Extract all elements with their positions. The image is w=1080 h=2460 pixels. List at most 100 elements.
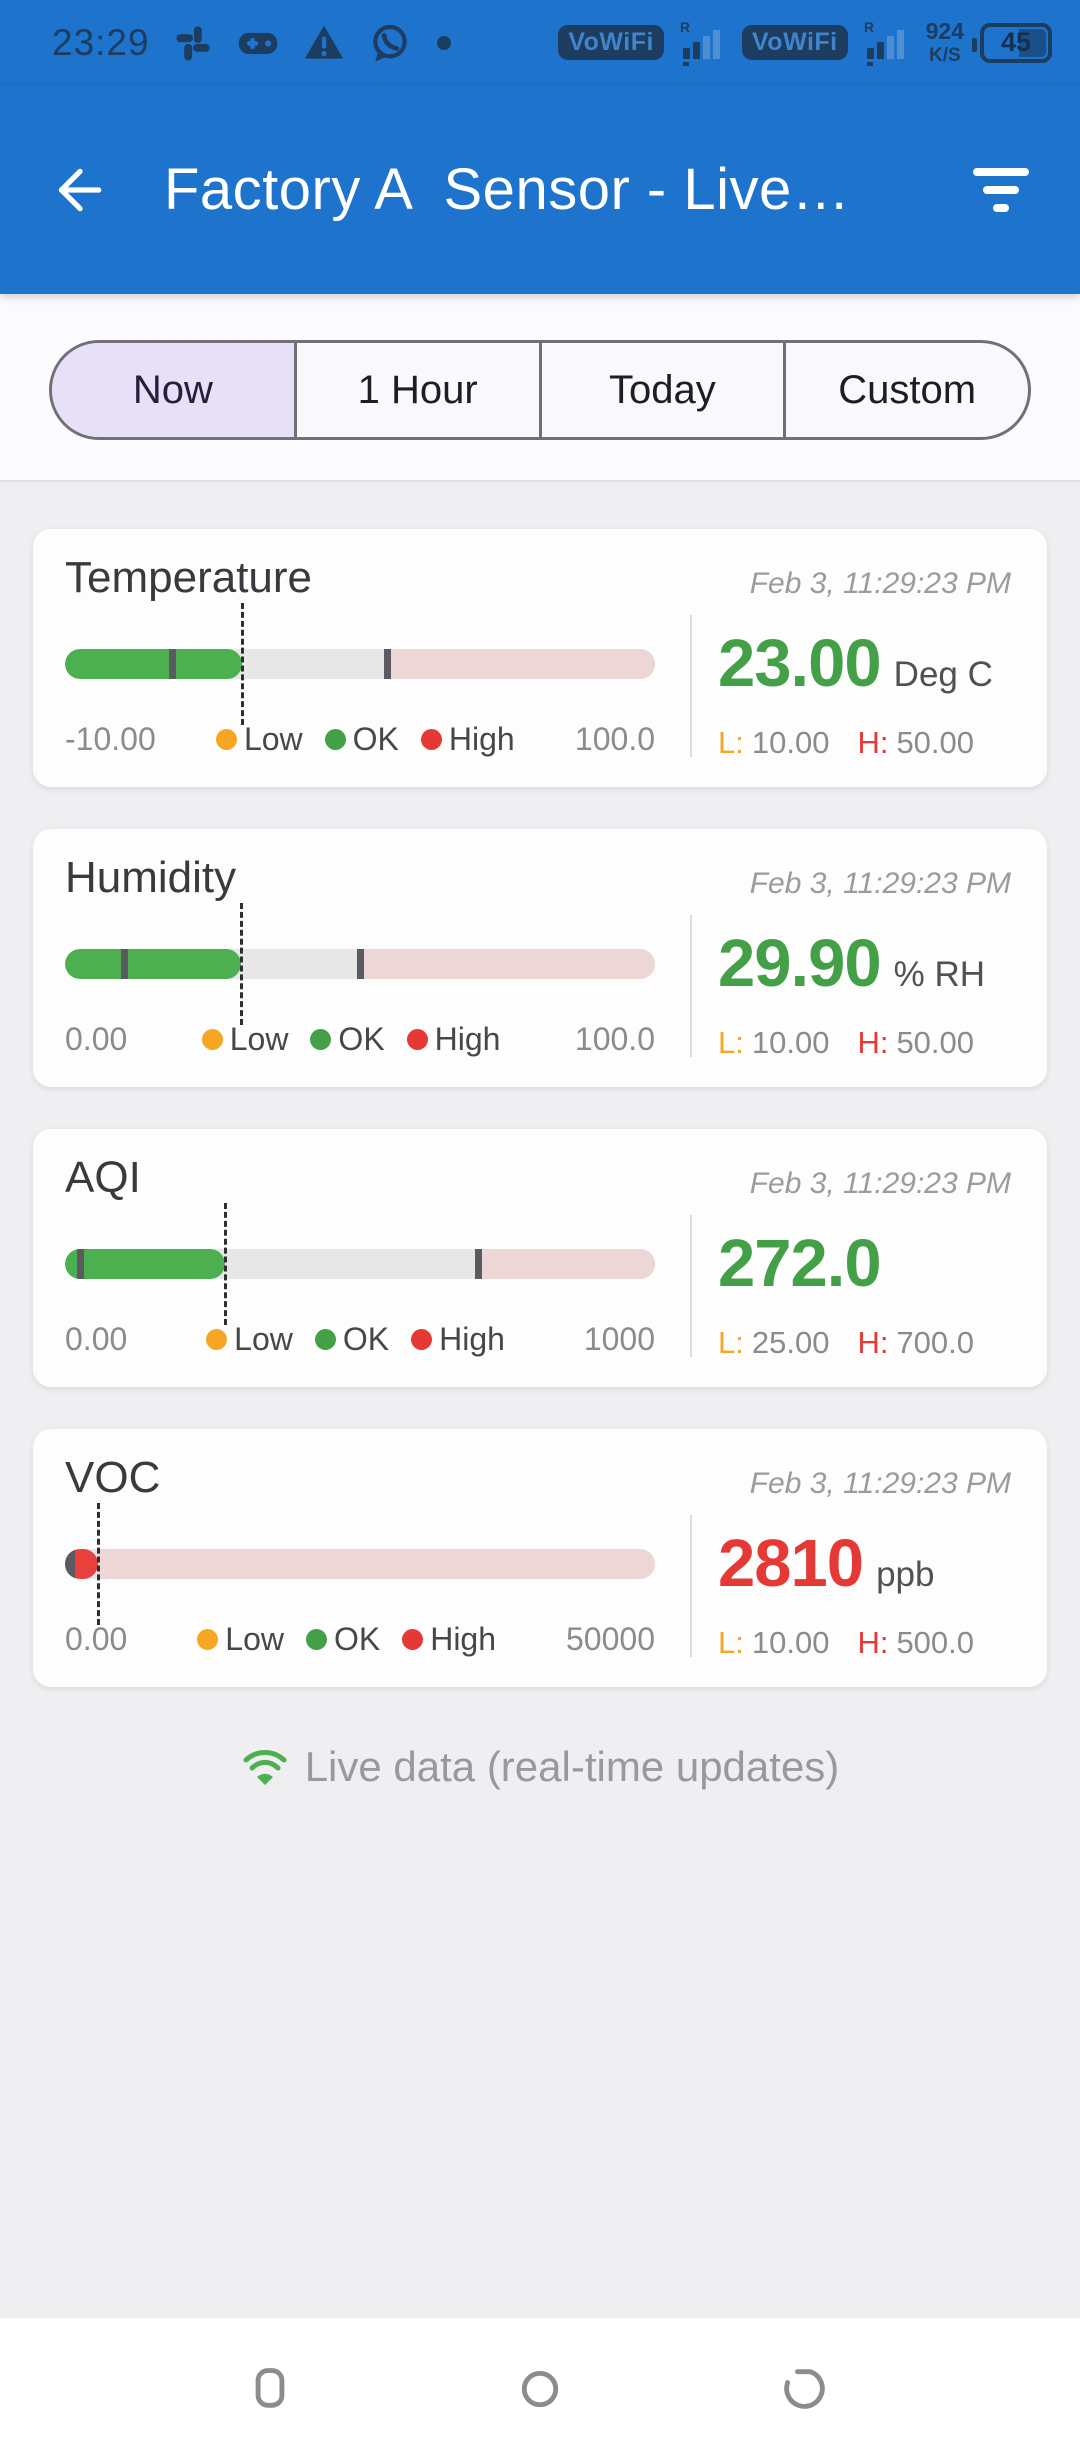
low-threshold-value: 25.00 bbox=[751, 1325, 830, 1360]
battery-icon: 45 bbox=[972, 22, 1052, 63]
range-max-label: 50000 bbox=[566, 1621, 655, 1657]
thresholds-row: L: 10.00 H: 50.00 bbox=[718, 725, 974, 761]
cards-container: Temperature Feb 3, 11:29:23 PM -10.00 Lo… bbox=[0, 529, 1080, 1687]
reading: 23.00 Deg C bbox=[718, 625, 993, 702]
battery-fill bbox=[1019, 28, 1046, 57]
sensor-card-list: Temperature Feb 3, 11:29:23 PM -10.00 Lo… bbox=[0, 482, 1080, 2318]
gamepad-icon bbox=[236, 21, 280, 65]
gauge-high-zone bbox=[478, 1249, 655, 1279]
range-max-label: 100.0 bbox=[574, 721, 655, 757]
tab-1-hour[interactable]: 1 Hour bbox=[293, 343, 539, 437]
sensor-value: 29.90 bbox=[718, 926, 882, 1001]
high-threshold-prefix: H: bbox=[857, 1625, 889, 1660]
gauge-range-row: 0.00 Low OK High 50000 bbox=[65, 1621, 655, 1658]
reading-timestamp: Feb 3, 11:29:23 PM bbox=[749, 1467, 1011, 1500]
card-divider bbox=[690, 615, 692, 757]
sensor-value: 23.00 bbox=[718, 626, 882, 701]
sensor-unit: Deg C bbox=[893, 655, 993, 694]
status-legend: Low OK High bbox=[206, 1321, 505, 1358]
network-speed-value: 924 bbox=[925, 18, 964, 44]
gauge-low-threshold-tick bbox=[169, 649, 177, 679]
signal-bars-sim1-icon: R bbox=[680, 20, 726, 66]
android-nav-bar bbox=[0, 2318, 1080, 2460]
tab-now[interactable]: Now bbox=[52, 343, 294, 437]
ok-dot-icon bbox=[305, 1629, 327, 1650]
tab-custom[interactable]: Custom bbox=[783, 343, 1028, 437]
whatsapp-icon bbox=[368, 21, 412, 65]
low-threshold-prefix: L: bbox=[718, 1625, 744, 1660]
recents-icon bbox=[255, 2368, 285, 2408]
legend-low: Low bbox=[197, 1621, 284, 1658]
gauge-value-marker bbox=[240, 903, 244, 1025]
legend-high: High bbox=[411, 1321, 505, 1358]
legend-ok: OK bbox=[310, 1021, 385, 1058]
legend-high: High bbox=[406, 1021, 500, 1058]
ok-dot-icon bbox=[324, 729, 346, 750]
sensor-card[interactable]: AQI Feb 3, 11:29:23 PM 0.00 Low OK bbox=[33, 1129, 1047, 1387]
home-button[interactable] bbox=[514, 2363, 566, 2415]
back-button[interactable] bbox=[46, 158, 110, 222]
back-nav-icon bbox=[784, 2369, 825, 2409]
status-bar-left: 23:29 bbox=[52, 21, 454, 65]
tab-today[interactable]: Today bbox=[538, 343, 784, 437]
high-threshold-value: 500.0 bbox=[896, 1625, 975, 1660]
low-threshold-prefix: L: bbox=[718, 1025, 744, 1060]
low-dot-icon bbox=[197, 1629, 219, 1650]
sensor-card[interactable]: VOC Feb 3, 11:29:23 PM 0.00 Low OK bbox=[33, 1429, 1047, 1687]
thresholds-row: L: 10.00 H: 500.0 bbox=[718, 1625, 974, 1661]
filter-icon bbox=[973, 167, 1029, 176]
low-dot-icon bbox=[201, 1029, 223, 1050]
legend-low: Low bbox=[215, 721, 303, 758]
legend-low: Low bbox=[201, 1021, 288, 1058]
signal-bars-sim2-icon: R bbox=[864, 20, 910, 66]
gauge-fill bbox=[65, 649, 242, 679]
warning-icon bbox=[302, 21, 346, 65]
svg-text:R: R bbox=[864, 20, 874, 35]
sensor-value: 272.0 bbox=[718, 1226, 882, 1301]
gauge-track bbox=[65, 1249, 655, 1279]
high-threshold-prefix: H: bbox=[857, 725, 889, 760]
high-threshold-value: 50.00 bbox=[896, 1025, 975, 1060]
sensor-name: VOC bbox=[65, 1453, 161, 1502]
clock: 23:29 bbox=[52, 21, 150, 63]
sensor-card[interactable]: Temperature Feb 3, 11:29:23 PM -10.00 Lo… bbox=[33, 529, 1047, 787]
legend-ok: OK bbox=[314, 1321, 389, 1358]
gauge-high-threshold-tick bbox=[67, 1549, 75, 1579]
high-threshold-value: 50.00 bbox=[896, 725, 975, 760]
sensor-unit: % RH bbox=[893, 955, 986, 994]
sensor-card[interactable]: Humidity Feb 3, 11:29:23 PM 0.00 Low OK bbox=[33, 829, 1047, 1087]
back-nav-button[interactable] bbox=[779, 2363, 831, 2415]
reading: 29.90 % RH bbox=[718, 925, 985, 1002]
filter-button[interactable] bbox=[966, 167, 1036, 212]
gauge-low-threshold-tick bbox=[76, 1249, 84, 1279]
reading: 272.0 bbox=[718, 1225, 894, 1302]
gauge-value-marker bbox=[241, 603, 244, 725]
sensor-name: Humidity bbox=[65, 853, 237, 902]
gauge-value-marker bbox=[97, 1503, 101, 1625]
status-legend: Low OK High bbox=[201, 1021, 500, 1058]
card-divider bbox=[690, 1215, 692, 1357]
gauge-value-marker bbox=[224, 1203, 228, 1325]
low-threshold-prefix: L: bbox=[718, 1325, 744, 1360]
card-divider bbox=[690, 915, 692, 1057]
home-icon bbox=[521, 2370, 559, 2408]
status-legend: Low OK High bbox=[215, 721, 515, 758]
recents-button[interactable] bbox=[244, 2363, 296, 2415]
ok-dot-icon bbox=[314, 1329, 336, 1350]
arrow-left-icon bbox=[58, 168, 102, 211]
gauge-high-zone bbox=[360, 949, 655, 979]
svg-text:R: R bbox=[680, 20, 690, 35]
low-dot-icon bbox=[215, 729, 237, 750]
gauge-high-threshold-tick bbox=[475, 1249, 482, 1279]
legend-ok: OK bbox=[305, 1621, 380, 1658]
high-dot-icon bbox=[402, 1629, 424, 1650]
legend-high: High bbox=[402, 1621, 496, 1658]
high-dot-icon bbox=[406, 1029, 428, 1050]
sensor-value: 2810 bbox=[718, 1526, 864, 1601]
sensor-gauge bbox=[65, 1503, 655, 1625]
reading-timestamp: Feb 3, 11:29:23 PM bbox=[749, 567, 1011, 600]
status-bar: 23:29 bbox=[0, 0, 1080, 85]
high-threshold-prefix: H: bbox=[857, 1325, 889, 1360]
sensor-gauge bbox=[65, 903, 655, 1025]
